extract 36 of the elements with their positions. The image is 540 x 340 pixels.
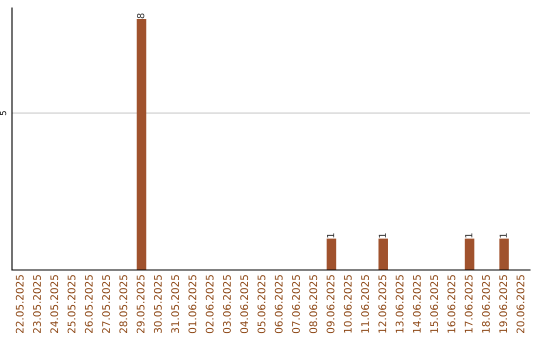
- x-tick-label: 31.05.2025: [171, 275, 180, 334]
- x-tick-label: 02.06.2025: [206, 275, 214, 334]
- x-tick-label: 01.06.2025: [188, 275, 196, 334]
- x-tick-label: 14.06.2025: [412, 275, 421, 333]
- x-tick-label: 06.06.2025: [274, 275, 283, 334]
- x-tick-label: 10.06.2025: [344, 275, 352, 333]
- x-tick-label: 09.06.2025: [326, 275, 334, 334]
- data-label: 1: [327, 233, 334, 238]
- data-label: 1: [465, 233, 472, 238]
- x-tick-label: 29.05.2025: [136, 275, 145, 334]
- x-tick-label: 30.05.2025: [154, 275, 162, 334]
- x-tick-label: 15.06.2025: [430, 275, 438, 333]
- x-tick-label: 24.05.2025: [50, 275, 58, 334]
- x-tick-label: 19.06.2025: [499, 275, 508, 333]
- x-tick-label: 13.06.2025: [396, 275, 404, 333]
- x-tick-label: 20.06.2025: [516, 275, 524, 334]
- data-label: 1: [378, 233, 386, 238]
- x-tick-label: 11.06.2025: [361, 275, 369, 333]
- x-tick-label: 03.06.2025: [222, 275, 231, 334]
- x-tick-label: 28.05.2025: [119, 275, 128, 334]
- x-tick-label: 18.06.2025: [482, 275, 490, 333]
- data-label: 8: [136, 13, 144, 18]
- x-tick-label: 26.05.2025: [84, 275, 93, 334]
- data-label: 1: [500, 233, 507, 238]
- x-tick-label: 07.06.2025: [292, 275, 300, 334]
- x-tick-label: 23.05.2025: [33, 275, 41, 334]
- x-tick-label: 25.05.2025: [68, 275, 76, 334]
- x-tick-label: 16.06.2025: [447, 275, 456, 333]
- x-tick-label: 05.06.2025: [258, 275, 266, 334]
- x-tick-label: 27.05.2025: [102, 275, 110, 334]
- x-tick-label: 12.06.2025: [378, 275, 386, 333]
- x-tick-label: 08.06.2025: [309, 275, 318, 334]
- x-tick-label: 22.05.2025: [16, 275, 24, 334]
- y-tick-label: 5: [0, 111, 6, 116]
- x-tick-label: 17.06.2025: [464, 275, 473, 333]
- x-tick-label: 04.06.2025: [240, 275, 248, 334]
